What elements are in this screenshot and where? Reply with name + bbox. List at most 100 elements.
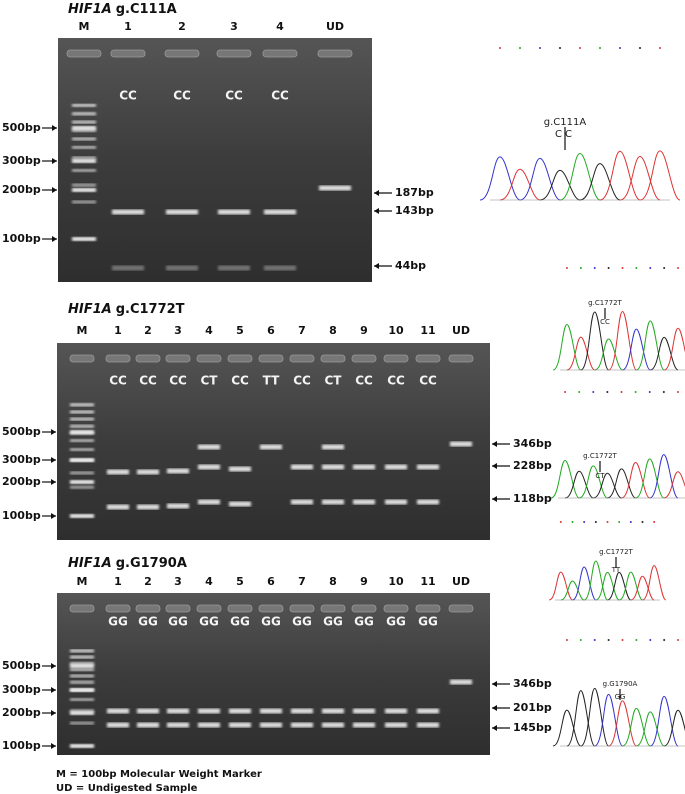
base-dot: [677, 639, 680, 641]
base-dot: [620, 391, 623, 393]
ladder-band: [70, 655, 94, 659]
marker-label: 500bp: [2, 659, 41, 672]
ladder-band: [70, 471, 94, 475]
genotype: GG: [292, 615, 312, 629]
base-dot: [607, 267, 610, 269]
base-dot: [593, 639, 596, 641]
marker-label: 200bp: [2, 183, 41, 196]
base-dot: [677, 267, 680, 269]
trace-peak: [619, 156, 661, 201]
well: [165, 604, 191, 613]
arrowhead: [51, 457, 56, 463]
lane-label: 5: [236, 324, 244, 337]
marker-label: 200bp: [2, 706, 41, 719]
trace-peak: [566, 336, 595, 371]
base-dot: [564, 391, 567, 393]
base-dot: [565, 267, 568, 269]
base-dot: [565, 639, 568, 641]
footnote: M = 100bp Molecular Weight Marker: [56, 769, 262, 780]
gene-name: HIF1A: [68, 2, 112, 17]
genotype: TT: [263, 374, 280, 388]
well: [135, 604, 161, 613]
ladder-band: [70, 709, 94, 713]
well: [351, 354, 377, 363]
base-dot: [649, 639, 652, 641]
genotype: GG: [168, 615, 188, 629]
ladder-band: [70, 661, 94, 665]
base-dot: [663, 639, 666, 641]
trace-peak: [635, 320, 665, 371]
lane-label: 1: [114, 324, 122, 337]
band: [322, 499, 344, 505]
band: [264, 209, 296, 215]
arrowhead: [492, 725, 497, 731]
trace-peak: [564, 470, 594, 499]
trace-peak: [650, 336, 679, 371]
trace-peak: [539, 169, 581, 201]
arrowhead: [492, 681, 497, 687]
ladder-band: [72, 129, 96, 133]
genotype: CC: [173, 89, 191, 103]
trace-peak: [552, 709, 582, 747]
arrowhead: [51, 479, 56, 485]
ladder-band: [70, 744, 94, 748]
trace-peak: [479, 156, 521, 201]
well: [351, 604, 377, 613]
band: [322, 708, 344, 714]
base-dot: [539, 47, 541, 49]
gel: [58, 38, 372, 282]
genotype: CC: [225, 89, 243, 103]
base-dot: [607, 639, 610, 641]
arrowhead: [492, 496, 497, 502]
gene-name: HIF1A: [68, 302, 112, 317]
ladder-band: [70, 424, 94, 428]
lane-label: 2: [144, 324, 152, 337]
lane-label: 6: [267, 324, 275, 337]
ladder-band: [70, 485, 94, 489]
lane-label: 2: [178, 20, 186, 33]
marker-label: 100bp: [2, 232, 41, 245]
well: [69, 604, 95, 613]
arrowhead: [51, 429, 56, 435]
well: [383, 604, 409, 613]
base-dot: [641, 521, 644, 523]
trace-peak: [578, 465, 608, 499]
ladder-band: [70, 649, 94, 653]
genotype: CC: [293, 374, 311, 388]
arrowhead: [51, 710, 56, 716]
band: [417, 722, 439, 728]
ladder-band: [72, 200, 96, 204]
genotype: CC: [271, 89, 289, 103]
well: [196, 604, 222, 613]
band: [137, 722, 159, 728]
band: [218, 265, 250, 271]
arrowhead: [492, 463, 497, 469]
lane-label: 11: [420, 575, 435, 588]
trace-peak: [572, 566, 597, 601]
band: [107, 504, 129, 510]
ladder-band: [72, 156, 96, 160]
genotype: CC: [387, 374, 405, 388]
ladder-band: [70, 514, 94, 518]
ladder-band: [70, 439, 94, 443]
band: [291, 499, 313, 505]
variant-name: g.G1790A: [116, 556, 187, 571]
trace-peak: [566, 690, 596, 747]
band: [319, 185, 351, 191]
arrowhead: [492, 441, 497, 447]
well: [320, 354, 346, 363]
well: [262, 49, 298, 58]
band: [385, 499, 407, 505]
band: [264, 265, 296, 271]
base-dot: [519, 47, 521, 49]
trace-peak: [663, 709, 685, 747]
well: [383, 354, 409, 363]
trace-peak: [607, 571, 632, 601]
arrowhead: [51, 687, 56, 693]
chromatogram-genotype: CC: [600, 318, 610, 326]
ladder-band: [70, 448, 94, 452]
trace-peak: [608, 310, 637, 371]
genotype: GG: [261, 615, 281, 629]
band: [112, 209, 144, 215]
